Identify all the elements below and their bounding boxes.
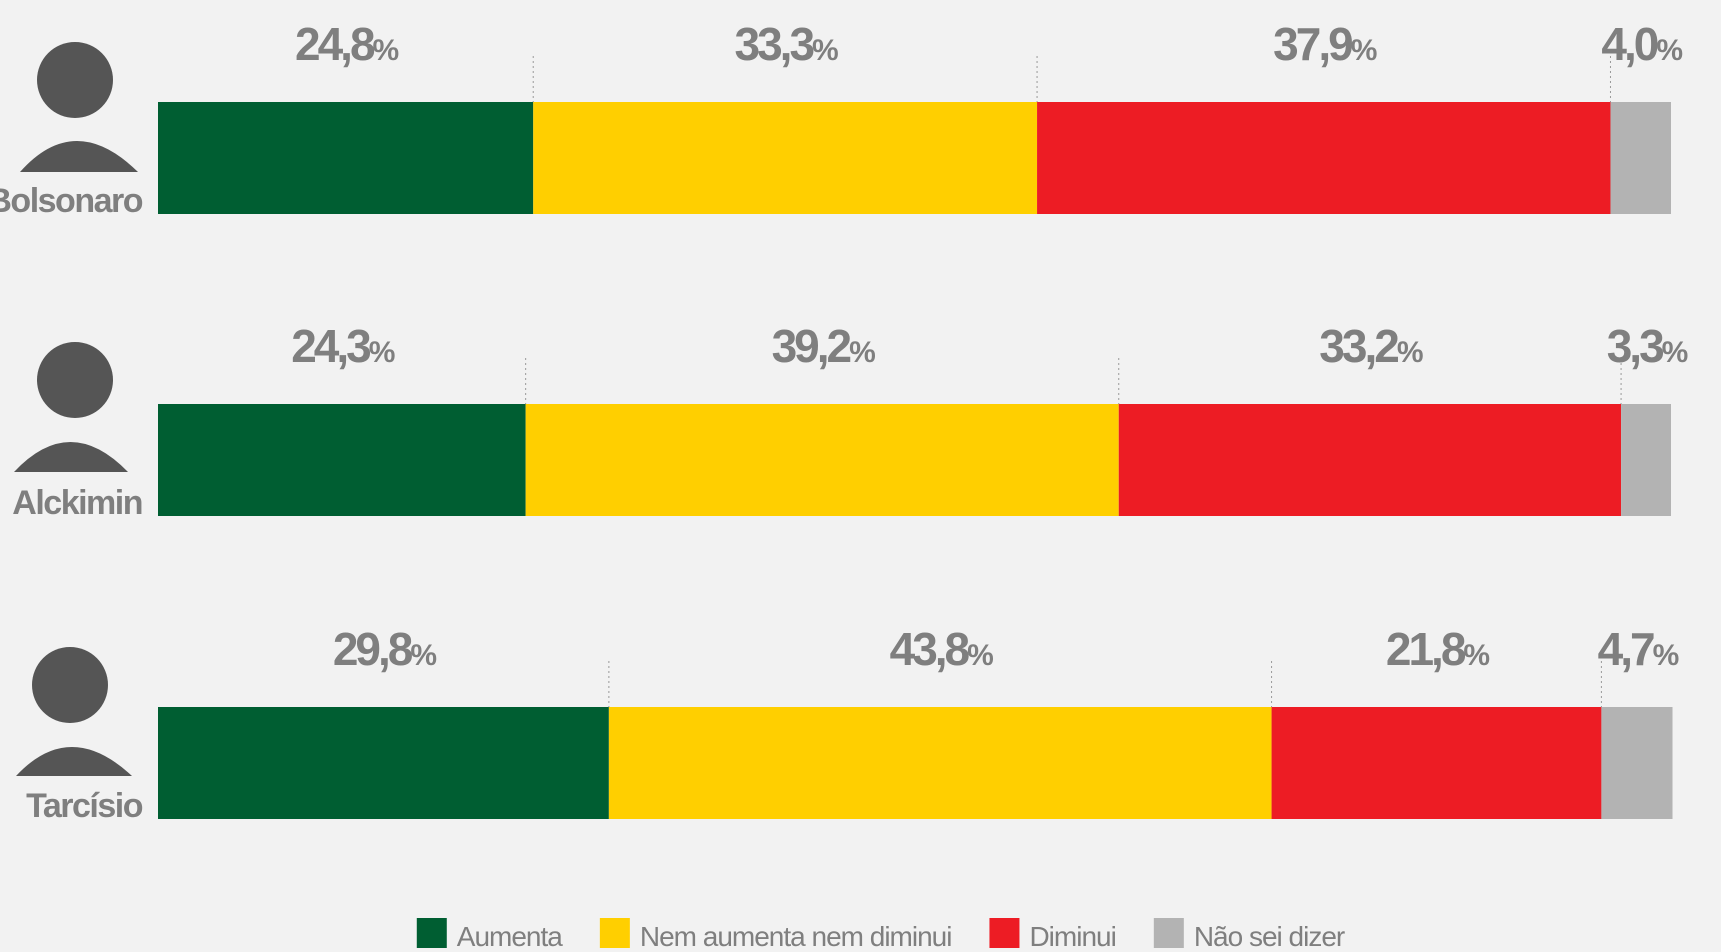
value-label: 21,8% xyxy=(1386,623,1490,675)
bar-segment xyxy=(526,404,1119,516)
value-label: 4,0% xyxy=(1601,18,1682,70)
category-label: Tarcísio xyxy=(26,787,143,825)
portrait xyxy=(37,342,113,418)
value-label: 39,2% xyxy=(772,320,876,372)
legend: Aumenta Nem aumenta nem diminui Diminui Não… xyxy=(417,918,1345,952)
value-label: 33,3% xyxy=(735,18,839,70)
portrait xyxy=(16,747,132,776)
value-label: 37,9% xyxy=(1273,18,1377,70)
bar-segment xyxy=(158,102,533,214)
bar-segment xyxy=(1621,404,1671,516)
legend-swatch xyxy=(1154,918,1184,948)
value-label: 29,8% xyxy=(333,623,437,675)
value-label: 43,8% xyxy=(890,623,994,675)
bar-segment xyxy=(1037,102,1610,214)
portrait xyxy=(37,42,113,118)
legend-swatch xyxy=(600,918,630,948)
legend-label: Não sei dizer xyxy=(1194,921,1345,952)
bar-segment xyxy=(609,707,1272,819)
bar-segment xyxy=(533,102,1037,214)
legend-swatch xyxy=(989,918,1019,948)
value-label: 24,3% xyxy=(291,320,395,372)
category-label: Bolsonaro xyxy=(0,182,143,220)
chart: Bolsonaro 24,8% 33,3% 37,9% 4,0% Alckimin 24,3… xyxy=(0,0,1721,952)
legend-label: Diminui xyxy=(1029,921,1115,952)
value-label: 4,7% xyxy=(1598,623,1679,675)
value-label: 33,2% xyxy=(1319,320,1423,372)
bar-segment xyxy=(158,707,609,819)
legend-label: Aumenta xyxy=(457,921,563,952)
bar-segment xyxy=(1601,707,1672,819)
bar-segment xyxy=(1272,707,1602,819)
value-label: 3,3% xyxy=(1607,320,1688,372)
legend-label: Nem aumenta nem diminui xyxy=(640,921,952,952)
portrait xyxy=(20,141,138,172)
portrait xyxy=(32,647,108,723)
bar-segment xyxy=(1610,102,1671,214)
category-label: Alckimin xyxy=(12,484,142,522)
legend-swatch xyxy=(417,918,447,948)
bar-segment xyxy=(158,404,526,516)
value-label: 24,8% xyxy=(295,18,399,70)
bar-segment xyxy=(1119,404,1621,516)
portraits xyxy=(14,42,138,776)
portrait xyxy=(14,442,128,472)
